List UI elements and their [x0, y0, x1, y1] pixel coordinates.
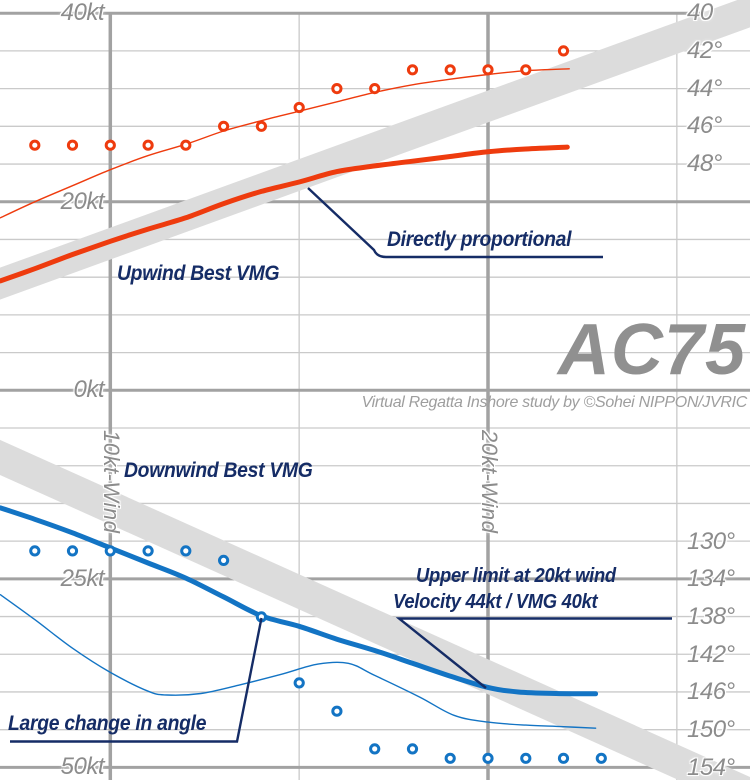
downwind-twa-points-marker	[218, 554, 230, 567]
large-change-label: Large change in angle	[8, 712, 207, 735]
twa-axis-tick-48°: 48°	[687, 150, 722, 177]
upwind-twa-points-marker	[255, 120, 267, 132]
directly-proportional-leader-line	[307, 187, 603, 259]
x-axis-label-10kt-wind: 10kt-Wind	[99, 430, 124, 534]
upwind-twa-points-marker	[293, 101, 305, 114]
downwind-twa-points-marker	[142, 545, 154, 557]
downwind-twa-points-marker	[595, 752, 607, 764]
proportional-band-downwind	[0, 439, 750, 780]
upwind-twa-points-marker	[557, 45, 570, 57]
upwind-twa-points-marker	[218, 120, 230, 132]
upwind-twa-points-marker	[66, 139, 79, 151]
upwind-vmg-curve	[0, 144, 570, 284]
upwind-twa-points-marker	[331, 83, 343, 95]
upwind-twa-points	[29, 45, 570, 151]
boat-class-title: AC75	[557, 310, 746, 390]
upwind-twa-points-marker	[369, 83, 381, 95]
twa-axis-tick-154°: 154°	[687, 754, 735, 780]
upwind-twa-points-marker	[406, 64, 419, 76]
data-series	[0, 45, 607, 764]
downwind-twa-points-marker	[104, 545, 116, 557]
downwind-velocity-curve	[0, 594, 597, 729]
twa-axis-tick-150°: 150°	[687, 716, 735, 743]
downwind-twa-points-marker	[557, 752, 570, 764]
credit-line: Virtual Regatta Inshore study by ©Sohei …	[361, 394, 748, 411]
downwind-twa-points	[29, 545, 607, 764]
upwind-twa-points-marker	[104, 139, 116, 151]
downwind-twa-points-marker	[406, 743, 419, 755]
twa-axis-tick-40: 40	[687, 0, 713, 26]
y-axis-tick-20kt: 20kt	[60, 188, 105, 215]
twa-axis-tick-138°: 138°	[687, 603, 735, 630]
upwind-twa-points-marker	[180, 139, 192, 151]
upwind-twa-points-marker	[444, 64, 456, 76]
upwind-twa-points-marker	[482, 64, 494, 76]
downwind-twa-points-marker	[444, 752, 456, 764]
upper-limit-leader-line	[395, 617, 672, 689]
downwind-twa-points-marker	[293, 677, 305, 689]
upwind-twa-points-marker	[142, 139, 154, 151]
downwind-twa-points-marker	[66, 545, 79, 557]
upwind-best-vmg-label: Upwind Best VMG	[117, 262, 280, 285]
directly-proportional-label: Directly proportional	[387, 228, 572, 251]
downwind-twa-points-marker	[180, 545, 192, 557]
large-change-leader-line	[10, 617, 263, 743]
twa-axis-tick-146°: 146°	[687, 678, 735, 705]
twa-axis-tick-142°: 142°	[687, 641, 735, 668]
y-axis-tick-25kt: 25kt	[60, 565, 105, 592]
upwind-twa-points-marker	[29, 139, 41, 151]
downwind-twa-points-marker	[331, 705, 343, 717]
downwind-vmg-curve	[0, 505, 599, 697]
y-axis-tick-0kt: 0kt	[73, 376, 104, 403]
twa-axis-tick-42°: 42°	[687, 37, 722, 64]
x-axis-label-20kt-wind: 20kt-Wind	[477, 430, 502, 534]
upwind-velocity-curve	[0, 68, 570, 219]
downwind-best-vmg-label: Downwind Best VMG	[124, 459, 313, 482]
upper-limit-label-line2: Velocity 44kt / VMG 40kt	[393, 591, 598, 613]
twa-axis-tick-46°: 46°	[687, 112, 722, 139]
upwind-twa-points-marker	[520, 64, 532, 76]
downwind-twa-points-marker	[369, 743, 381, 755]
downwind-twa-points-marker	[482, 752, 494, 764]
y-axis-tick-40kt: 40kt	[60, 0, 105, 26]
twa-axis-tick-44°: 44°	[687, 75, 722, 102]
downwind-twa-points-marker	[520, 752, 532, 764]
twa-axis-tick-134°: 134°	[687, 565, 735, 592]
downwind-twa-points-marker	[29, 545, 41, 557]
twa-axis-tick-130°: 130°	[687, 528, 735, 555]
upper-limit-label-line1: Upper limit at 20kt wind	[416, 565, 616, 587]
y-axis-tick-50kt: 50kt	[60, 753, 105, 780]
